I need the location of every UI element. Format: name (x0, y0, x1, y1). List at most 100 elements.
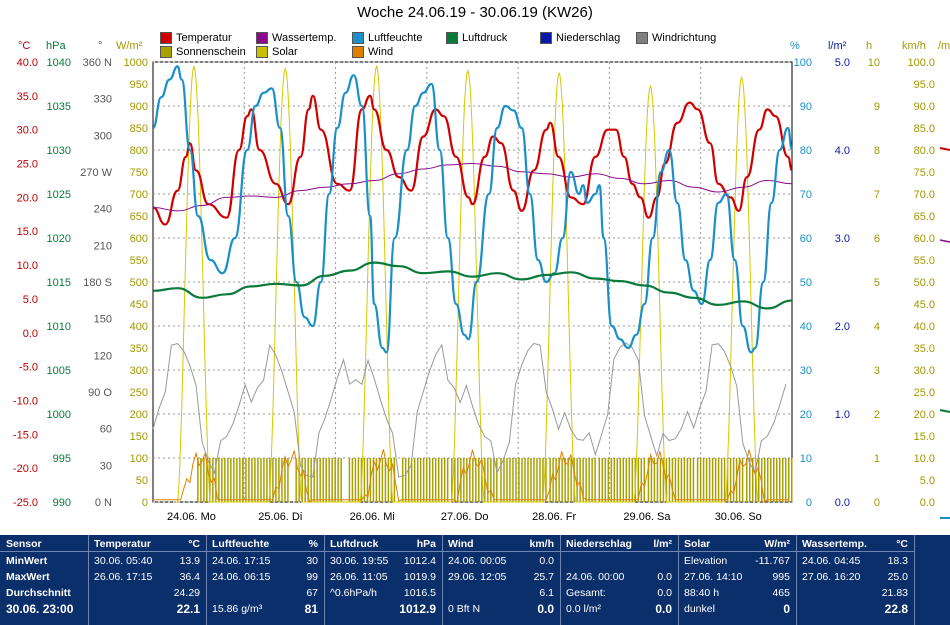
summary-row: 30.06. 19:55 1012.4 (330, 555, 436, 568)
summary-cell-value: 1019.9 (403, 571, 436, 583)
deg-tick: 240 (94, 204, 112, 216)
unit-label-rain: l/m² (828, 40, 847, 52)
rain-tick: 1.0 (835, 409, 850, 421)
summary-cell-text: 24.06. 00:05 (448, 555, 507, 567)
legend-item: Sonnenschein (160, 46, 246, 58)
summary-header: Luftdruck hPa (330, 538, 436, 551)
legend-label: Wassertemp. (272, 32, 337, 44)
summary-row: 26.06. 11:05 1019.9 (330, 571, 436, 584)
solar-tick: 550 (130, 255, 148, 267)
summary-row: 0.0 l/m² 0.0 (566, 603, 672, 616)
chart-svg: 40.035.030.025.020.015.010.05.00.0-5.0-1… (13, 57, 950, 523)
summary-cell-value: 21.83 (881, 587, 908, 599)
summary-cell-text: 26.06. 11:05 (330, 571, 388, 583)
summary-header-label: Niederschlag (566, 538, 632, 550)
summary-cell-value: 0 (783, 602, 790, 616)
solar-tick: 150 (130, 431, 148, 443)
summary-separator (324, 551, 442, 552)
unit-label-deg: ° (98, 40, 103, 52)
hour-tick: 6 (874, 233, 880, 245)
summary-row: 24.06. 00:00 0.0 (566, 571, 672, 584)
summary-cell-text: 27.06. 14:10 (684, 571, 743, 583)
summary-cell-text: ^0.6hPa/h (330, 587, 377, 599)
summary-row-label: Durchschnitt (6, 587, 71, 599)
wind-tick: 55.0 (914, 255, 935, 267)
summary-row: 24.06. 04:45 18.3 (802, 555, 908, 568)
solar-tick: 100 (130, 453, 148, 465)
summary-header: Wassertemp. °C (802, 538, 908, 551)
series-luftfeuchte (151, 65, 794, 354)
summary-cell-value: 18.3 (887, 555, 908, 567)
summary-row-label: MaxWert (6, 571, 50, 583)
summary-col-solar: Solar W/m² Elevation -11.767 27.06. 14:10 995… (678, 535, 797, 625)
wind-tick: 100.0 (907, 57, 935, 69)
legend-label: Wind (368, 46, 394, 58)
pct-tick: 10 (800, 453, 812, 465)
pct-tick: 20 (800, 409, 812, 421)
hour-tick: 4 (874, 321, 880, 333)
deg-tick: 300 (94, 130, 112, 142)
summary-cell-value: 24.29 (173, 587, 200, 599)
deg-tick: 30 (100, 460, 112, 472)
series-luftdruck (152, 261, 793, 310)
summary-row: 27.06. 16:20 25.0 (802, 571, 908, 584)
summary-row: 22.8 (802, 603, 908, 616)
wind-tick: 10.0 (914, 453, 935, 465)
legend-label: Temperatur (176, 32, 232, 44)
summary-cell-text: 88:40 h (684, 587, 720, 599)
hpa-tick: 1015 (47, 277, 71, 289)
wind-tick: 5.0 (920, 475, 935, 487)
summary-row: 67 (212, 587, 318, 600)
legend-item: Solar (256, 46, 298, 58)
temp-tick: 40.0 (17, 57, 38, 69)
hpa-tick: 1025 (47, 189, 71, 201)
summary-row: MaxWert (6, 571, 82, 584)
wind-tick: 40.0 (914, 321, 935, 333)
summary-cell-text: 15.86 g/m³ (212, 603, 263, 615)
legend-item: Windrichtung (636, 32, 716, 44)
hour-tick: 5 (874, 277, 880, 289)
summary-separator (560, 551, 678, 552)
deg-tick: 0 N (95, 497, 112, 509)
unit-label-solar: W/m² (116, 40, 143, 52)
solar-tick: 750 (130, 167, 148, 179)
summary-cell-value: 13.9 (179, 555, 200, 567)
summary-cell-value: 99 (306, 571, 318, 583)
summary-row: 0 Bft N 0.0 (448, 603, 554, 616)
summary-header: Sensor (6, 538, 82, 551)
summary-cell-text: 26.06. 17:15 (94, 571, 153, 583)
summary-row: 1012.9 (330, 603, 436, 616)
pct-tick: 60 (800, 233, 812, 245)
pct-tick: 40 (800, 321, 812, 333)
summary-cell-text: 27.06. 16:20 (802, 571, 861, 583)
summary-header-label: Luftfeuchte (212, 538, 270, 550)
legend-label: Solar (272, 46, 298, 58)
legend-swatch (160, 46, 172, 58)
summary-col-temp: Temperatur °C 30.06. 05:40 13.9 26.06. 17:15… (88, 535, 207, 625)
summary-col-wind: Wind km/h 24.06. 00:05 0.0 29.06. 12:05 25.7 6… (442, 535, 561, 625)
day-label: 30.06. So (715, 511, 762, 523)
hour-tick: 0 (874, 497, 880, 509)
summary-col-water: Wassertemp. °C 24.06. 04:45 18.3 27.06. 16:2… (796, 535, 915, 625)
summary-row: 88:40 h 465 (684, 587, 790, 600)
deg-tick: 360 N (83, 57, 112, 69)
legend-swatch (540, 32, 552, 44)
summary-header-unit: °C (896, 538, 908, 550)
legend-swatch (160, 32, 172, 44)
solar-tick: 950 (130, 79, 148, 91)
summary-row: 24.06. 17:15 30 (212, 555, 318, 568)
right-edge-temp (939, 147, 950, 151)
summary-cell-value: 1016.5 (403, 587, 436, 599)
pct-tick: 100 (794, 57, 812, 69)
summary-header-unit: l/m² (653, 538, 672, 550)
legend-item: Wind (352, 46, 393, 58)
deg-tick: 330 (94, 94, 112, 106)
summary-header: Solar W/m² (684, 538, 790, 551)
summary-row: 24.06. 00:05 0.0 (448, 555, 554, 568)
day-label: 26.06. Mi (350, 511, 395, 523)
summary-col-rain: Niederschlag l/m² 24.06. 00:00 0.0 Gesamt: 0.… (560, 535, 679, 625)
solar-tick: 400 (130, 321, 148, 333)
summary-separator (678, 551, 796, 552)
legend-label: Niederschlag (556, 32, 621, 44)
wind-tick: 0.0 (920, 497, 935, 509)
